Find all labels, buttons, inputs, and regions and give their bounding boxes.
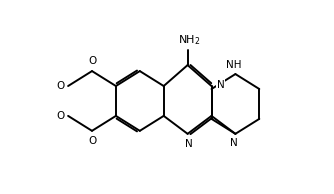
Text: NH: NH	[226, 60, 242, 70]
Text: NH$_2$: NH$_2$	[178, 33, 200, 47]
Text: N: N	[230, 138, 238, 148]
Text: N: N	[217, 80, 225, 89]
Text: O: O	[56, 111, 64, 121]
Text: O: O	[88, 136, 96, 146]
Text: N: N	[185, 139, 193, 149]
Text: O: O	[88, 56, 96, 66]
Text: O: O	[56, 81, 64, 91]
